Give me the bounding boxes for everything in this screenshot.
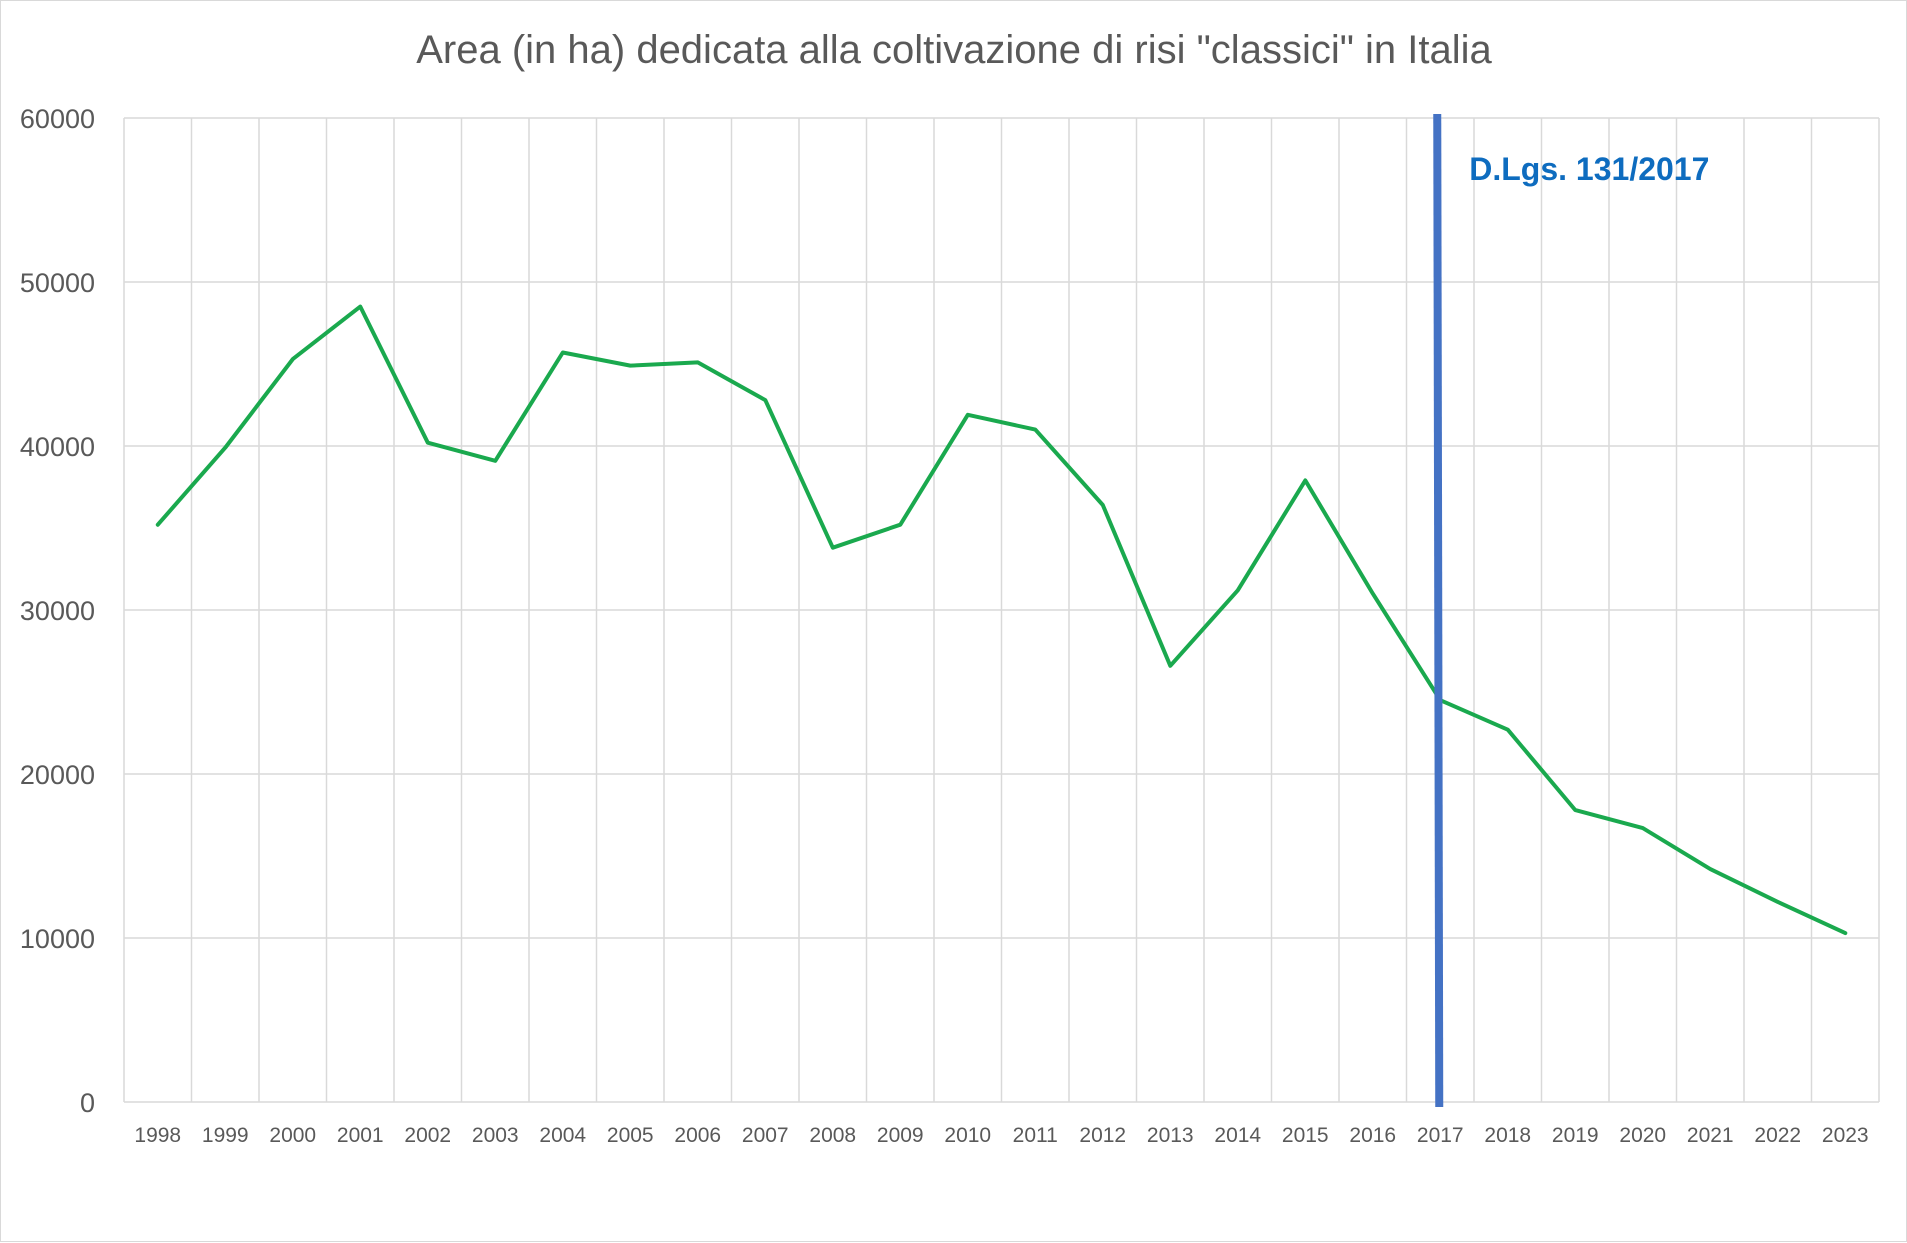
x-tick-label: 2020	[1619, 1124, 1666, 1147]
x-tick-label: 2017	[1417, 1124, 1464, 1147]
x-tick-label: 2002	[404, 1124, 451, 1147]
x-tick-label: 2004	[539, 1124, 586, 1147]
grid-lines	[123, 117, 1880, 1103]
x-tick-label: 2009	[877, 1124, 924, 1147]
y-tick-label: 0	[80, 1088, 95, 1118]
x-tick-label: 2013	[1147, 1124, 1194, 1147]
x-tick-label: 2005	[607, 1124, 654, 1147]
x-tick-label: 2018	[1484, 1124, 1531, 1147]
x-tick-label: 2001	[337, 1124, 384, 1147]
series-line	[155, 304, 1848, 936]
x-tick-label: 2000	[269, 1124, 316, 1147]
x-tick-label: 2022	[1754, 1124, 1801, 1147]
x-tick-label: 2008	[809, 1124, 856, 1147]
x-tick-label: 2014	[1214, 1124, 1261, 1147]
x-tick-label: 2003	[472, 1124, 519, 1147]
x-tick-label: 2010	[944, 1124, 991, 1147]
y-tick-label: 50000	[20, 268, 95, 298]
x-tick-label: 2023	[1822, 1124, 1869, 1147]
x-tick-label: 2007	[742, 1124, 789, 1147]
annotation-line	[1433, 113, 1444, 1108]
x-tick-label: 2011	[1013, 1124, 1058, 1147]
x-tick-label: 2015	[1282, 1124, 1329, 1147]
series-area	[155, 304, 1848, 936]
annotation: D.Lgs. 131/2017	[1433, 113, 1709, 1108]
chart-title: Area (in ha) dedicata alla coltivazione …	[416, 28, 1492, 72]
x-tick-label: 2012	[1079, 1124, 1126, 1147]
y-tick-label: 60000	[20, 104, 95, 134]
y-tick-label: 20000	[20, 760, 95, 790]
x-axis-tick-labels: 1998 1999 2000 2001 2002 2003 2004 2005 2006 2007…	[134, 1124, 1868, 1147]
y-tick-label: 40000	[20, 432, 95, 462]
annotation-label: D.Lgs. 131/2017	[1469, 151, 1709, 187]
x-tick-label: 2016	[1349, 1124, 1396, 1147]
x-tick-label: 1999	[202, 1124, 249, 1147]
x-tick-label: 2006	[674, 1124, 721, 1147]
x-tick-label: 1998	[134, 1124, 181, 1147]
x-tick-label: 2019	[1552, 1124, 1599, 1147]
y-axis-tick-labels: 0 10000 20000 30000 40000 50000 60000	[20, 104, 95, 1118]
y-tick-label: 30000	[20, 596, 95, 626]
y-tick-label: 10000	[20, 924, 95, 954]
x-tick-label: 2021	[1687, 1124, 1734, 1147]
